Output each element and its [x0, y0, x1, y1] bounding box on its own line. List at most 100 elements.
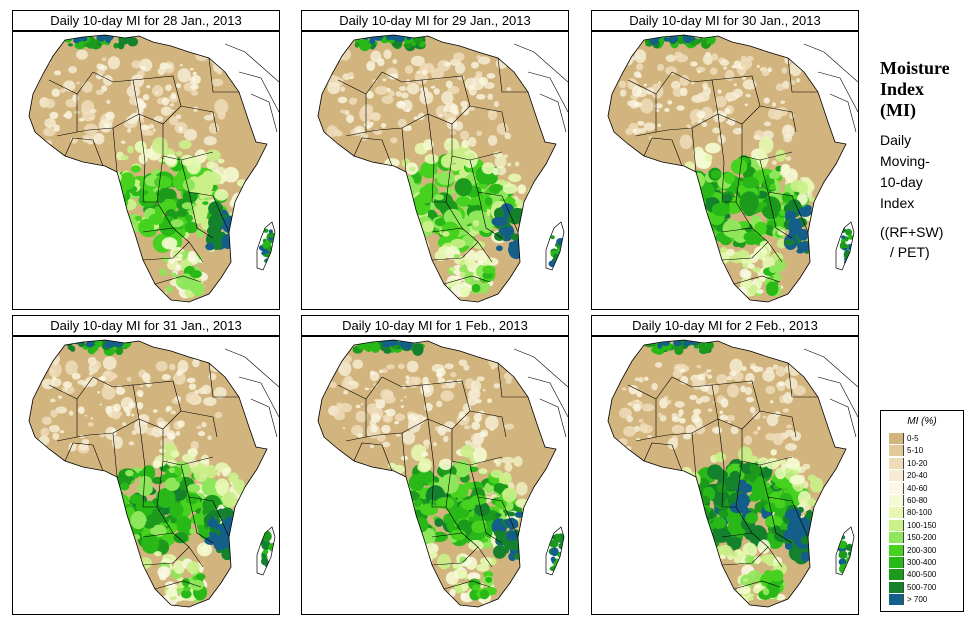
key-label: 300-400: [907, 558, 937, 567]
moisture-patch: [674, 193, 688, 206]
moisture-patch: [841, 235, 846, 240]
moisture-patch: [423, 439, 430, 447]
moisture-patch: [201, 477, 219, 497]
moisture-patch: [480, 589, 489, 600]
moisture-patch: [742, 542, 758, 559]
country-border: [691, 127, 697, 173]
moisture-patch: [742, 176, 759, 189]
moisture-patch: [660, 180, 671, 187]
moisture-patch: [635, 63, 644, 71]
moisture-patch: [707, 374, 713, 379]
moisture-patch: [478, 410, 485, 415]
moisture-patch: [105, 111, 115, 120]
moisture-patch: [221, 548, 234, 561]
moisture-patch: [685, 489, 695, 500]
moisture-patch: [105, 488, 122, 507]
moisture-patch: [549, 566, 558, 572]
moisture-patch: [396, 183, 407, 190]
moisture-patch: [394, 413, 406, 422]
moisture-patch: [762, 370, 776, 382]
moisture-patch: [460, 444, 474, 458]
moisture-patch: [680, 87, 688, 97]
moisture-patch: [201, 545, 209, 553]
moisture-patch: [742, 76, 746, 80]
moisture-patch: [203, 114, 214, 121]
moisture-patch: [503, 423, 515, 430]
moisture-patch: [399, 86, 407, 92]
moisture-patch: [198, 259, 204, 263]
moisture-patch: [95, 89, 105, 95]
moisture-patch: [763, 121, 772, 127]
moisture-patch: [102, 502, 112, 512]
moisture-patch: [416, 71, 421, 74]
moisture-patch: [193, 389, 200, 395]
moisture-patch: [618, 80, 627, 89]
moisture-patch: [202, 201, 209, 206]
key-label: 200-300: [907, 545, 937, 555]
moisture-patch: [673, 340, 678, 345]
moisture-patch: [437, 377, 446, 384]
key-label: 40-60: [907, 483, 928, 493]
moisture-patch: [660, 494, 668, 503]
moisture-patch: [449, 266, 456, 272]
moisture-patch: [408, 236, 423, 248]
moisture-patch: [215, 57, 225, 66]
moisture-patch: [192, 358, 200, 368]
moisture-patch: [737, 288, 748, 296]
moisture-patch: [685, 499, 694, 508]
moisture-patch: [340, 86, 346, 92]
moisture-patch: [401, 526, 416, 542]
moisture-patch: [507, 522, 515, 529]
formula-line: ((RF+SW): [880, 224, 944, 240]
moisture-patch: [511, 541, 524, 551]
key-label: 150-200: [907, 533, 937, 543]
moisture-patch: [175, 83, 182, 89]
moisture-patch: [184, 221, 198, 234]
moisture-patch: [442, 231, 450, 237]
country-border: [431, 546, 493, 568]
moisture-patch: [436, 171, 455, 185]
moisture-patch: [223, 235, 232, 243]
moisture-patch: [143, 193, 159, 203]
moisture-patch: [471, 283, 481, 293]
moisture-patch: [413, 116, 420, 121]
moisture-patch: [476, 376, 485, 382]
moisture-patch: [386, 364, 395, 370]
moisture-patch: [89, 109, 97, 114]
moisture-patch: [393, 464, 405, 474]
moisture-patch: [739, 268, 750, 279]
moisture-patch: [125, 469, 134, 477]
moisture-patch: [453, 254, 461, 259]
moisture-patch: [726, 384, 740, 398]
moisture-patch: [422, 416, 427, 420]
moisture-patch: [185, 391, 200, 404]
moisture-patch: [506, 87, 512, 91]
moisture-patch: [399, 175, 415, 191]
moisture-patch: [619, 89, 627, 97]
moisture-patch: [838, 563, 849, 575]
moisture-patch: [731, 551, 738, 558]
moisture-patch: [784, 366, 791, 373]
moisture-patch: [381, 424, 391, 434]
moisture-patch: [678, 520, 690, 529]
moisture-patch: [216, 471, 221, 477]
moisture-patch: [409, 526, 419, 537]
moisture-patch: [72, 94, 79, 102]
moisture-patch: [59, 88, 66, 93]
country-border: [497, 362, 528, 398]
moisture-patch: [467, 136, 477, 147]
moisture-patch: [390, 490, 401, 503]
moisture-patch: [385, 503, 395, 513]
moisture-patch: [801, 538, 810, 544]
moisture-patch: [161, 237, 178, 250]
country-border: [142, 161, 157, 203]
moisture-patch: [175, 430, 181, 437]
key-swatch: [889, 482, 904, 494]
moisture-patch: [50, 398, 56, 403]
moisture-patch: [162, 291, 168, 296]
country-border: [431, 532, 463, 538]
moisture-patch: [784, 510, 794, 519]
moisture-patch: [783, 408, 790, 413]
moisture-patch: [396, 218, 415, 231]
moisture-patch: [784, 542, 793, 550]
